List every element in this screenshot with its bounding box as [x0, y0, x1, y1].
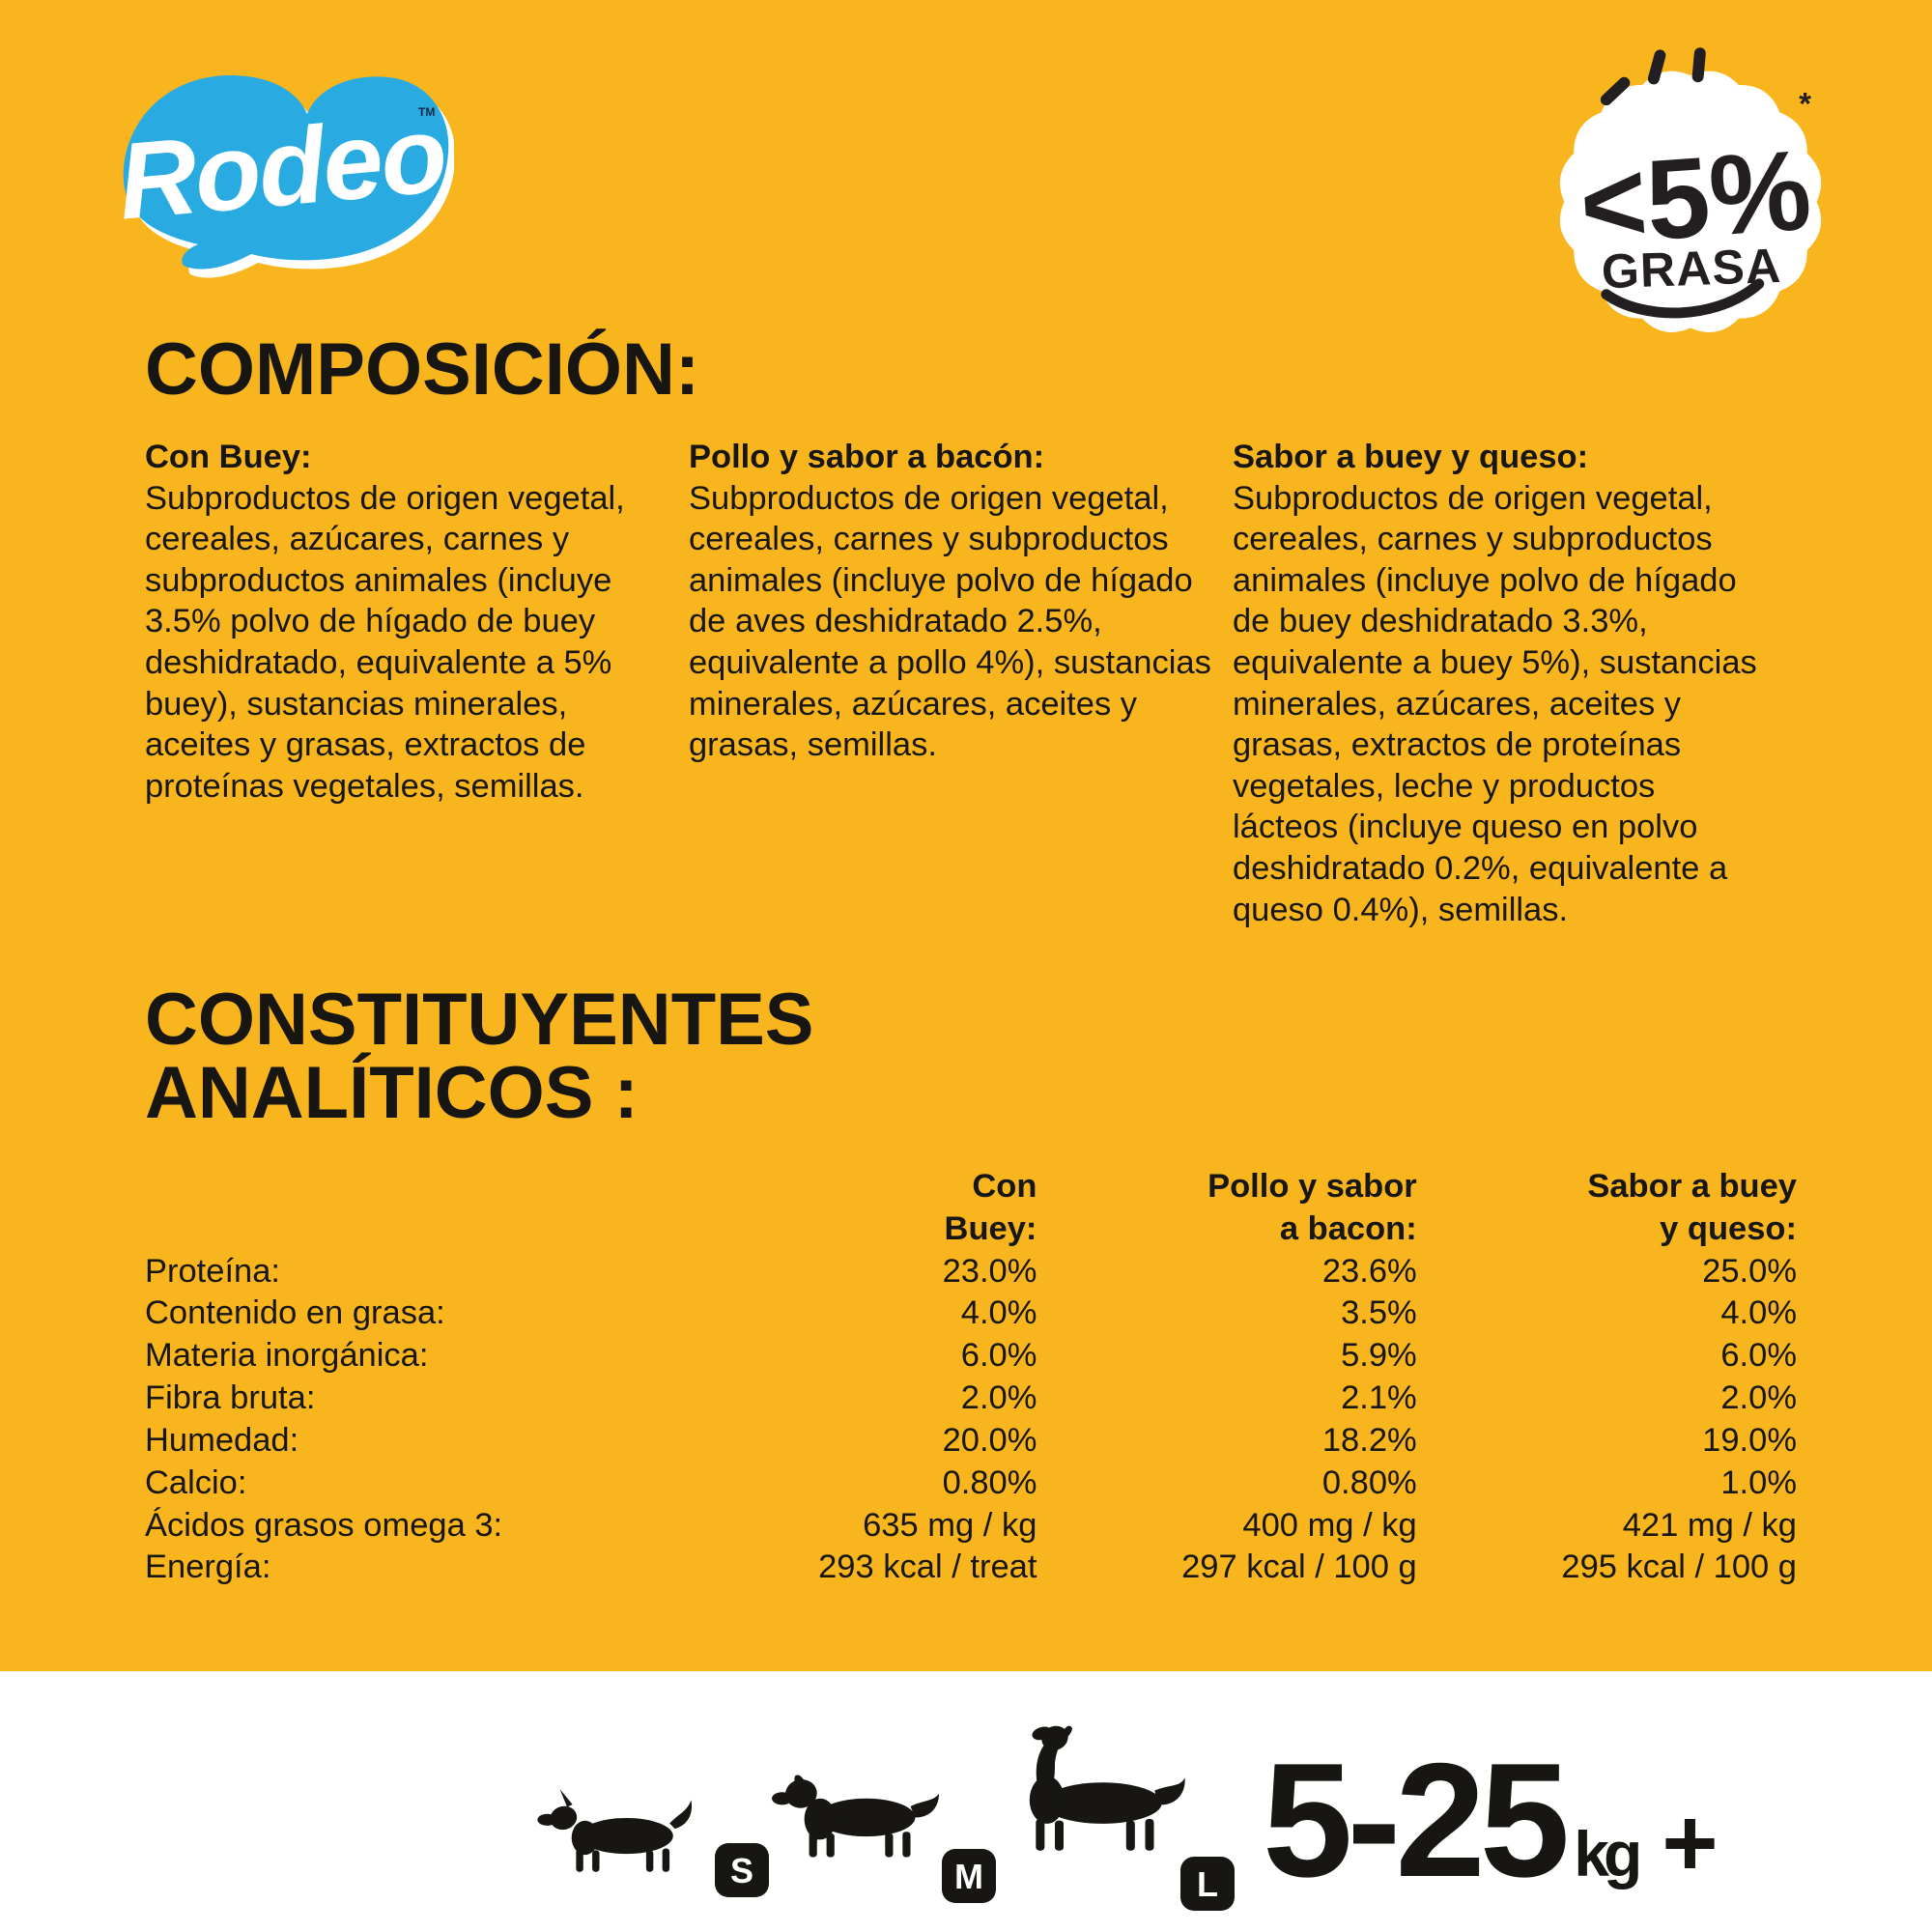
svg-text:S: S	[730, 1851, 753, 1890]
svg-text:TM: TM	[418, 105, 435, 119]
svg-text:*: *	[1799, 85, 1811, 121]
svg-text:L: L	[1197, 1864, 1218, 1904]
svg-text:M: M	[954, 1857, 983, 1896]
